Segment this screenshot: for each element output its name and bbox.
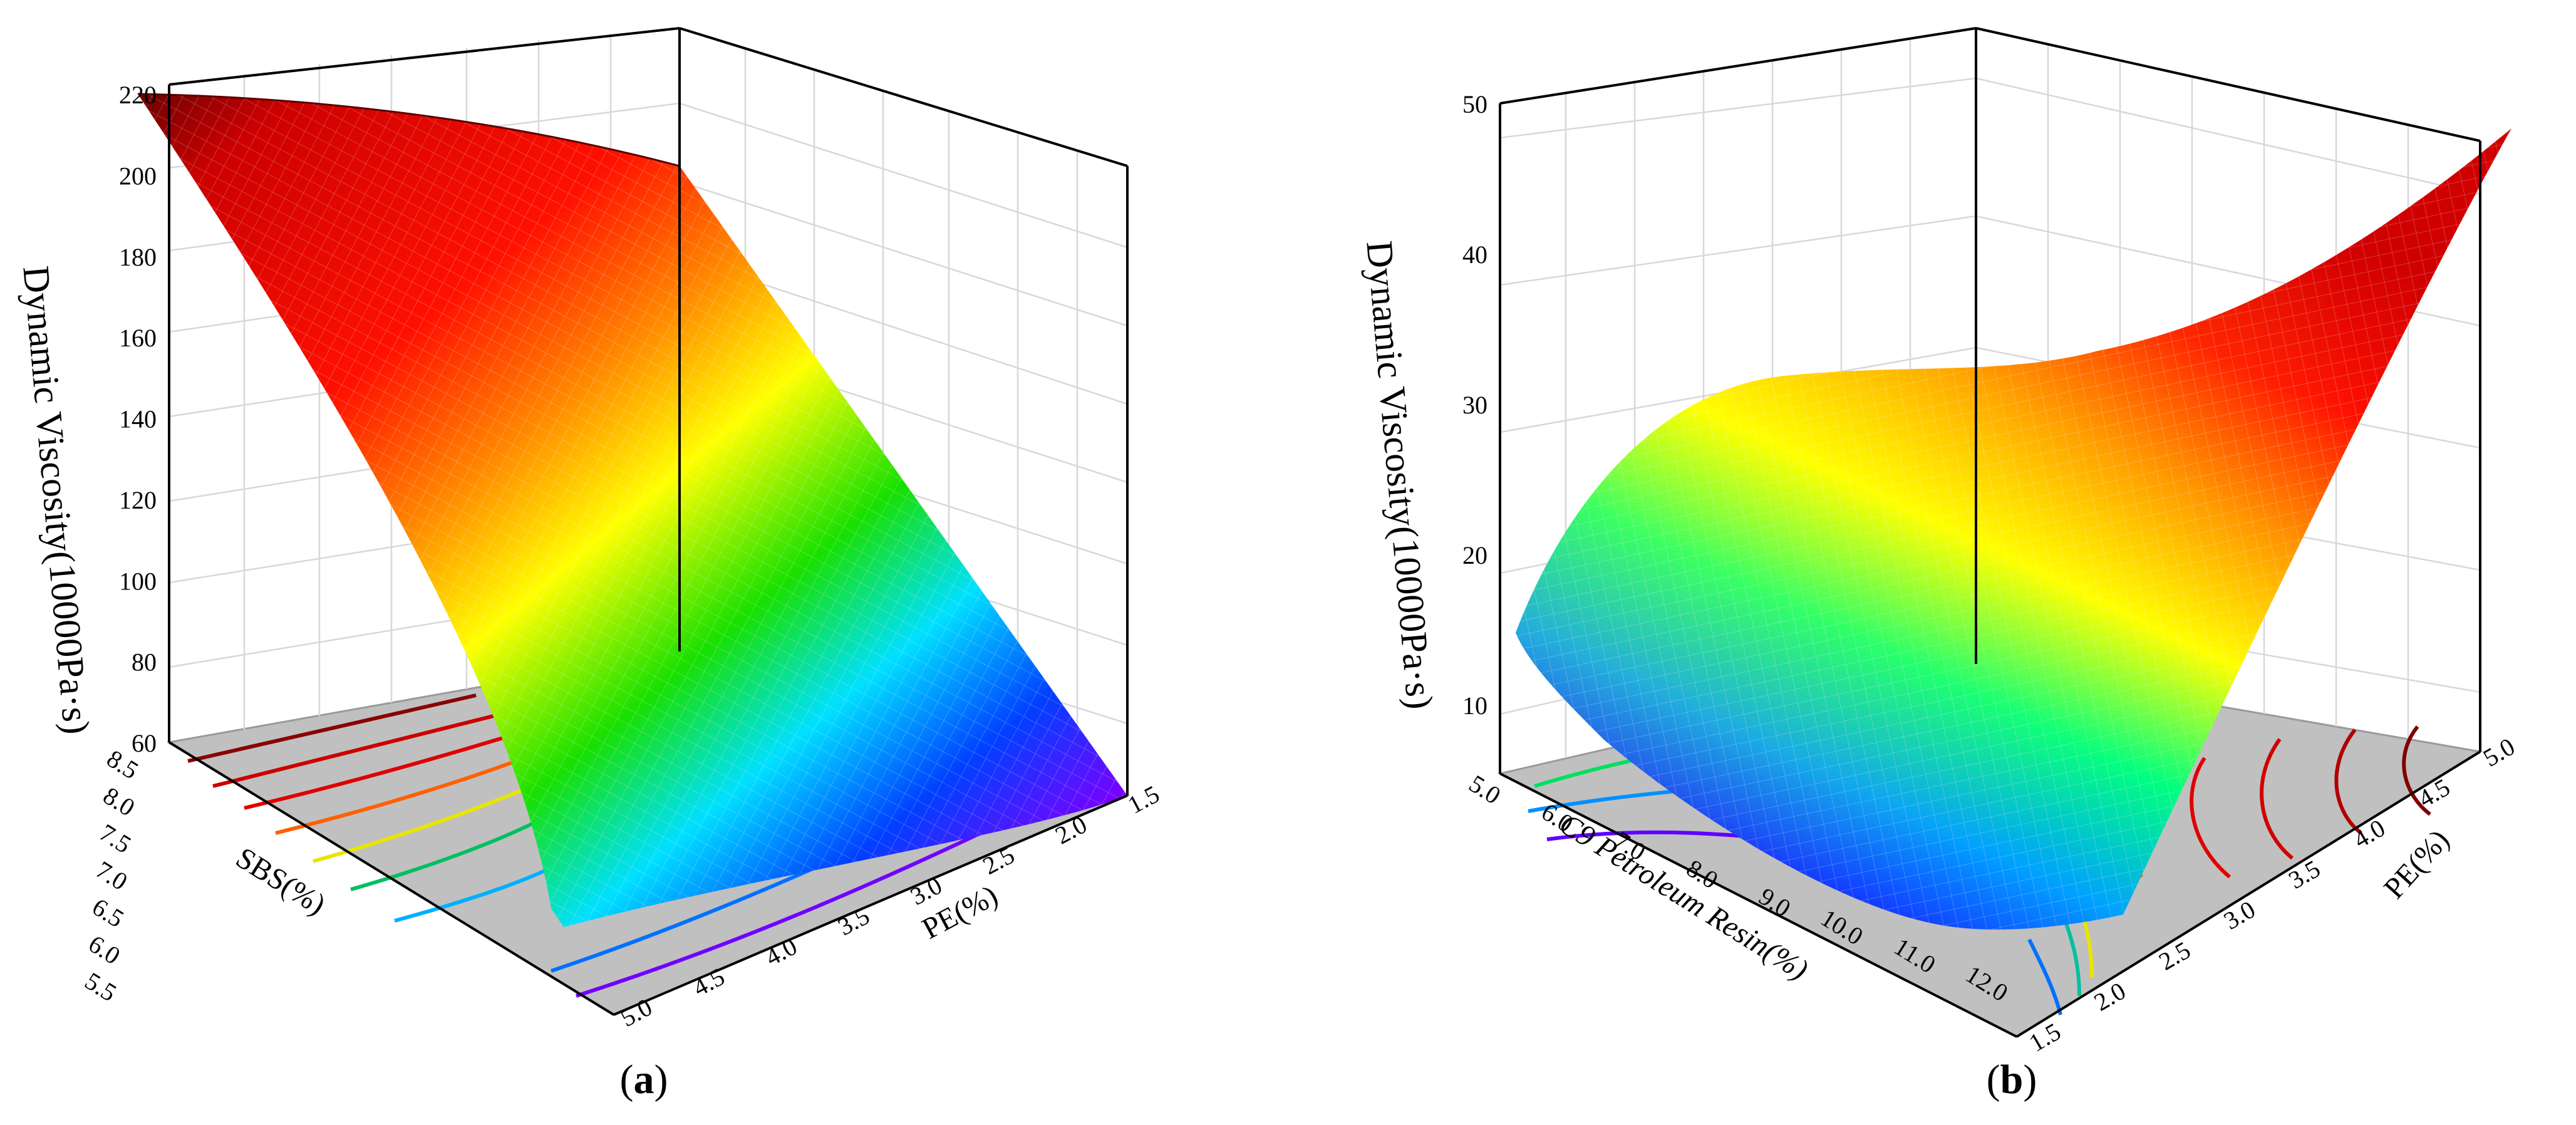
panel-a-sbs-tick-label: 6.5 [88, 893, 129, 933]
panel-a-pe-tick-label: 1.5 [1123, 780, 1164, 819]
panel-a-z-tick-label: 60 [132, 729, 157, 757]
panel-b-z-tick-label: 30 [1462, 391, 1487, 419]
panel-a: 60 80 100 120 140 160 180 200 220 8.58.07.57.06.… [15, 26, 1164, 1102]
panel-b-z-tick-label: 20 [1462, 541, 1487, 569]
panel-b-label: (b) [1987, 1057, 2037, 1102]
panel-a-z-axis [168, 27, 1129, 1016]
panel-a-surface [137, 93, 1127, 927]
panel-a-z-tick-label: 160 [119, 324, 157, 352]
panel-a-z-tick-label: 220 [119, 81, 157, 109]
panel-a-z-axis-label: Dynamic Viscosity(10000Pa·s) [15, 264, 97, 736]
panel-b-z-ticks: 10 20 30 40 50 [1462, 90, 1487, 720]
panel-a-z-tick-label: 80 [132, 648, 157, 677]
panel-a-sbs-ticks: 8.58.07.57.06.56.05.5 [80, 744, 143, 1007]
panel-a-sbs-axis-label: SBS(%) [230, 841, 331, 921]
panel-a-sbs-tick-label: 7.0 [91, 855, 132, 896]
panel-a-label: (a) [620, 1057, 668, 1102]
panel-a-sbs-tick-label: 5.5 [80, 967, 122, 1007]
panel-b-z-axis-label: Dynamic Viscosity(10000Pa·s) [1358, 239, 1441, 711]
panel-b-z-tick-label: 50 [1462, 90, 1487, 118]
panel-b-pe-tick-label: 5.0 [2478, 732, 2520, 772]
panel-b-resin-tick-label: 5.0 [1464, 769, 1506, 810]
panel-a-z-tick-label: 180 [119, 243, 157, 271]
panel-a-sbs-tick-label: 8.0 [98, 781, 140, 822]
panel-b-surface [1516, 128, 2511, 930]
panel-b-z-tick-label: 40 [1462, 241, 1487, 269]
panel-a-z-tick-label: 100 [119, 567, 157, 595]
panel-a-sbs-tick-label: 7.5 [95, 818, 136, 859]
panel-a-z-tick-label: 140 [119, 405, 157, 433]
panel-a-z-tick-label: 120 [119, 486, 157, 514]
panel-a-sbs-tick-label: 6.0 [84, 930, 125, 970]
panel-b-axes [1499, 27, 2481, 1038]
panel-b-pe-axis-label: PE(%) [2377, 823, 2456, 905]
panel-a-z-tick-label: 200 [119, 162, 157, 190]
panel-a-z-ticks: 60 80 100 120 140 160 180 200 220 [119, 81, 157, 757]
panel-b-z-tick-label: 10 [1462, 692, 1487, 720]
